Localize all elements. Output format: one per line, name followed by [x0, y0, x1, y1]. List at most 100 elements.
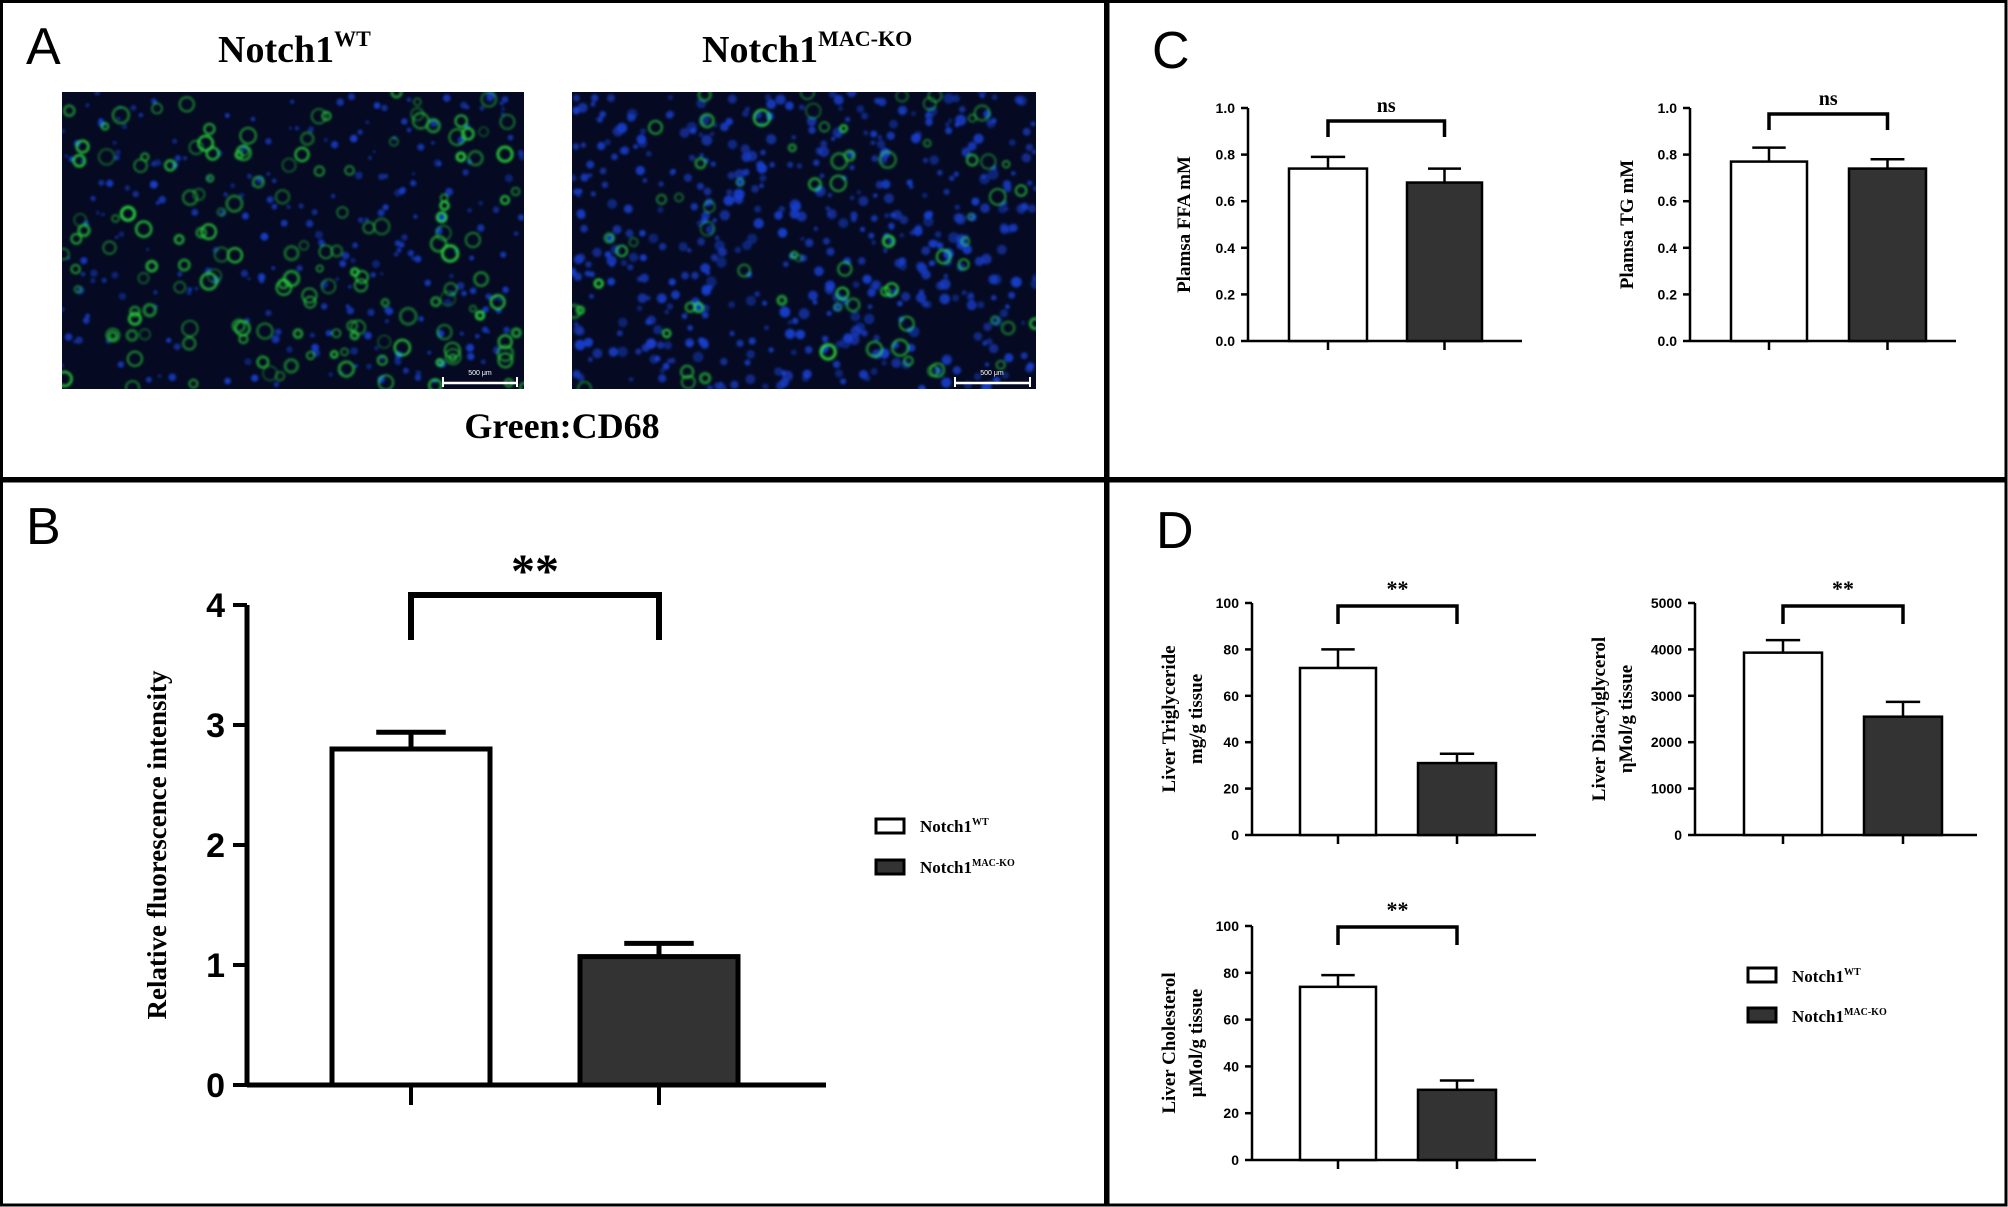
- significance-label: **: [1387, 897, 1409, 922]
- scale-bar-wt: 500 μm: [442, 370, 518, 387]
- y-tick-label: 100: [1216, 918, 1240, 934]
- image-title-ko: Notch1MAC-KO: [702, 26, 912, 71]
- significance-bracket: [1336, 925, 1459, 945]
- legend-d-entry-wt: Notch1WT: [1792, 967, 1861, 986]
- significance-label: **: [1832, 576, 1854, 601]
- y-axis-label: μMol/g tissue: [1186, 989, 1207, 1097]
- panel-letter-b: B: [26, 498, 61, 556]
- legend-d-entry-ko: Notch1MAC-KO: [1792, 1007, 1887, 1026]
- y-tick-label: 0: [1231, 827, 1239, 843]
- micrograph-ko: [572, 92, 1036, 389]
- scale-bar-ko-label: 500 μm: [980, 370, 1004, 377]
- image-caption: Green:CD68: [464, 406, 659, 446]
- legend-b-entry-ko: Notch1MAC-KO: [920, 858, 1015, 877]
- chart-c2: 0.0 0.2 0.4 0.6 0.8 1.0 ns Plamsa TG mM: [1617, 88, 1956, 350]
- y-tick-label: 2: [206, 827, 225, 865]
- bar-wt: [1287, 167, 1369, 343]
- legend-b-swatch-wt: [874, 817, 906, 835]
- y-tick-label: 0: [1231, 1152, 1239, 1168]
- bar-wt: [1298, 666, 1378, 837]
- bar-mac-ko: [1847, 167, 1928, 343]
- y-tick-label: 2000: [1651, 734, 1682, 750]
- y-tick-label: 3000: [1651, 688, 1682, 704]
- bar-mac-ko: [1416, 761, 1498, 837]
- y-tick-label: 100: [1216, 595, 1240, 611]
- y-tick-label: 4: [206, 587, 225, 625]
- y-axis-label: Liver Triglyceride: [1159, 645, 1180, 792]
- bar-mac-ko: [577, 954, 741, 1088]
- legend-b-swatch-ko: [874, 858, 906, 876]
- y-tick-label: 0.4: [1216, 240, 1236, 256]
- y-tick-label: 60: [1223, 1012, 1239, 1028]
- legend-d-swatch-wt: [1746, 966, 1778, 984]
- y-tick-label: 0.2: [1658, 286, 1678, 302]
- y-tick-label: 0.0: [1216, 333, 1236, 349]
- chart-d3: 0 20 40 60 80 100 ** Liver Cholesterol μMol/g ti…: [1159, 897, 1536, 1169]
- significance-label: ns: [1819, 88, 1838, 110]
- y-tick-label: 40: [1223, 1058, 1239, 1074]
- micrograph-cells: [572, 92, 1036, 389]
- bar-wt: [1742, 651, 1824, 837]
- chart-b: 0 1 2 3 4 ** Relative fluorescence intensity: [142, 545, 826, 1105]
- legend-d-swatch-ko: [1746, 1006, 1778, 1024]
- y-tick-label: 1.0: [1658, 100, 1678, 116]
- bar-wt: [329, 746, 493, 1088]
- y-tick-label: 0.2: [1216, 286, 1236, 302]
- panel-letter-c: C: [1152, 22, 1190, 80]
- charts: 0 1 2 3 4 ** Relative fluorescence intensity 0.…: [142, 88, 1977, 1169]
- y-tick-label: 0.6: [1658, 193, 1678, 209]
- legend-b: Notch1WT Notch1MAC-KO: [874, 817, 1015, 877]
- bar-mac-ko: [1862, 715, 1944, 837]
- y-tick-label: 0: [1674, 827, 1682, 843]
- bar-mac-ko: [1416, 1088, 1498, 1162]
- panel-letter-a: A: [26, 18, 61, 76]
- chart-c1: 0.0 0.2 0.4 0.6 0.8 1.0 ns Plamsa FFA mM: [1174, 95, 1522, 350]
- bar-wt: [1729, 160, 1809, 343]
- panel-a: Notch1WT Notch1MAC-KO 500 μm 500 μm Gree…: [62, 26, 1036, 446]
- y-axis-label: ηMol/g tissue: [1616, 665, 1637, 773]
- y-tick-label: 3: [206, 707, 225, 745]
- significance-bracket: [1767, 112, 1890, 130]
- y-axis-label: Plamsa TG mM: [1617, 160, 1638, 290]
- y-tick-label: 20: [1223, 1105, 1239, 1121]
- scale-bar-wt-label: 500 μm: [468, 370, 492, 377]
- legend-b-entry-wt: Notch1WT: [920, 817, 989, 836]
- image-title-ko-main: Notch1: [702, 29, 818, 71]
- y-tick-label: 0.6: [1216, 193, 1236, 209]
- y-tick-label: 4000: [1651, 641, 1682, 657]
- micrograph-wt: [62, 92, 524, 389]
- y-tick-label: 80: [1223, 965, 1239, 981]
- y-axis-label: Liver Cholesterol: [1159, 972, 1180, 1113]
- y-axis-label: Plamsa FFA mM: [1174, 156, 1195, 293]
- micrograph-cells: [62, 92, 524, 389]
- y-tick-label: 1: [206, 947, 225, 985]
- legend-d: Notch1WT Notch1MAC-KO: [1746, 966, 1887, 1026]
- image-title-wt-sup: WT: [334, 26, 371, 51]
- y-tick-label: 0.8: [1216, 147, 1236, 163]
- chart-d1: 0 20 40 60 80 100 ** Liver Triglyceride mg/g tis…: [1159, 576, 1536, 844]
- image-title-wt-main: Notch1: [218, 29, 334, 71]
- significance-bracket: [1326, 119, 1447, 137]
- y-tick-label: 0: [206, 1067, 225, 1105]
- bar-mac-ko: [1405, 181, 1484, 343]
- y-tick-label: 80: [1223, 641, 1239, 657]
- image-title-wt: Notch1WT: [218, 26, 371, 71]
- significance-label: ns: [1377, 95, 1396, 117]
- significance-bracket: [1781, 604, 1905, 624]
- y-axis-label: mg/g tissue: [1186, 674, 1207, 764]
- y-tick-label: 20: [1223, 781, 1239, 797]
- y-tick-label: 1000: [1651, 781, 1682, 797]
- significance-bracket: [1336, 604, 1459, 624]
- y-tick-label: 5000: [1651, 595, 1682, 611]
- image-title-ko-sup: MAC-KO: [818, 26, 912, 51]
- y-tick-label: 0.8: [1658, 147, 1678, 163]
- scale-bar-ko: 500 μm: [954, 370, 1031, 387]
- chart-d2: 0 1000 2000 3000 4000 5000 ** Liver Diacylglyce…: [1589, 576, 1977, 844]
- significance-label: **: [511, 545, 559, 598]
- panel-letter-d: D: [1156, 502, 1194, 560]
- y-tick-label: 0.0: [1658, 333, 1678, 349]
- significance-label: **: [1387, 576, 1409, 601]
- y-tick-label: 0.4: [1658, 240, 1678, 256]
